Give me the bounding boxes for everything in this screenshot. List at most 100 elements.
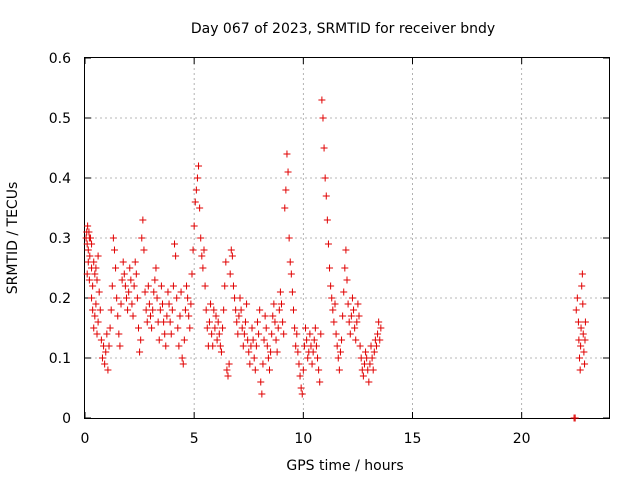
data-point: [576, 354, 584, 362]
data-point: [95, 288, 103, 296]
data-point: [96, 306, 104, 314]
data-point: [133, 294, 141, 302]
data-point: [193, 174, 201, 182]
data-point: [263, 342, 271, 350]
data-point: [303, 336, 311, 344]
data-point: [339, 312, 347, 320]
data-point: [141, 288, 149, 296]
data-point: [260, 336, 268, 344]
data-point: [252, 342, 260, 350]
data-point: [189, 246, 197, 254]
data-point: [120, 270, 128, 278]
data-point: [151, 276, 159, 284]
data-point: [122, 294, 130, 302]
data-point: [275, 306, 283, 314]
data-point: [160, 318, 168, 326]
data-point: [84, 246, 92, 254]
data-point: [322, 192, 330, 200]
data-point: [320, 144, 328, 152]
data-point: [130, 282, 138, 290]
data-point: [126, 264, 134, 272]
data-point: [374, 330, 382, 338]
data-point: [228, 252, 236, 260]
data-point: [343, 276, 351, 284]
data-point: [281, 204, 289, 212]
data-point: [365, 378, 373, 386]
data-point: [353, 318, 361, 326]
data-point: [308, 360, 316, 368]
data-point: [196, 204, 204, 212]
y-tick-label: 0.4: [49, 171, 71, 187]
data-point: [324, 240, 332, 248]
data-point: [224, 372, 232, 380]
data-point: [572, 306, 580, 314]
data-point: [184, 294, 192, 302]
data-point: [208, 330, 216, 338]
x-tick-label: 10: [294, 431, 312, 447]
data-point: [187, 300, 195, 308]
data-point: [201, 282, 209, 290]
data-point: [97, 336, 105, 344]
chart-title: Day 067 of 2023, SRMTID for receiver bnd…: [191, 21, 495, 37]
data-point: [319, 114, 327, 122]
data-point: [273, 348, 281, 356]
data-point: [291, 324, 299, 332]
y-tick-label: 0.2: [49, 291, 71, 307]
data-point: [272, 336, 280, 344]
data-point: [280, 330, 288, 338]
data-point: [315, 366, 323, 374]
data-point: [210, 306, 218, 314]
data-point: [85, 276, 93, 284]
data-point: [174, 324, 182, 332]
data-point: [341, 264, 349, 272]
grid: [85, 58, 609, 418]
x-axis-label: GPS time / hours: [286, 458, 403, 474]
data-point: [577, 324, 585, 332]
data-point: [323, 216, 331, 224]
data-point: [238, 324, 246, 332]
data-point: [237, 306, 245, 314]
y-tick-label: 0: [62, 411, 71, 427]
data-point: [366, 360, 374, 368]
data-point: [578, 282, 586, 290]
data-point: [167, 330, 175, 338]
data-point: [205, 318, 213, 326]
data-point: [577, 342, 585, 350]
data-point: [294, 348, 302, 356]
data-point: [312, 342, 320, 350]
data-point: [579, 300, 587, 308]
data-point: [300, 342, 308, 350]
data-point: [143, 318, 151, 326]
y-tick-label: 0.5: [49, 111, 71, 127]
data-point: [129, 312, 137, 320]
data-point: [310, 336, 318, 344]
data-point: [356, 342, 364, 350]
data-point: [346, 330, 354, 338]
data-point: [121, 282, 129, 290]
data-point: [233, 318, 241, 326]
data-point: [262, 324, 270, 332]
data-point: [246, 360, 254, 368]
data-point: [114, 312, 122, 320]
data-point: [94, 318, 102, 326]
data-point: [173, 294, 181, 302]
data-point: [153, 294, 161, 302]
data-point: [573, 294, 581, 302]
data-point: [234, 330, 242, 338]
data-point: [113, 294, 121, 302]
data-point: [136, 348, 144, 356]
data-point: [93, 330, 101, 338]
data-point: [270, 300, 278, 308]
data-point: [211, 324, 219, 332]
data-point: [165, 300, 173, 308]
data-point: [223, 366, 231, 374]
y-axis-label: SRMTID / TECUs: [5, 182, 21, 295]
data-point: [169, 282, 177, 290]
data-point: [85, 228, 93, 236]
data-point: [354, 300, 362, 308]
data-point: [127, 276, 135, 284]
data-point: [581, 336, 589, 344]
data-point: [292, 342, 300, 350]
data-point: [149, 306, 157, 314]
data-point: [163, 312, 171, 320]
